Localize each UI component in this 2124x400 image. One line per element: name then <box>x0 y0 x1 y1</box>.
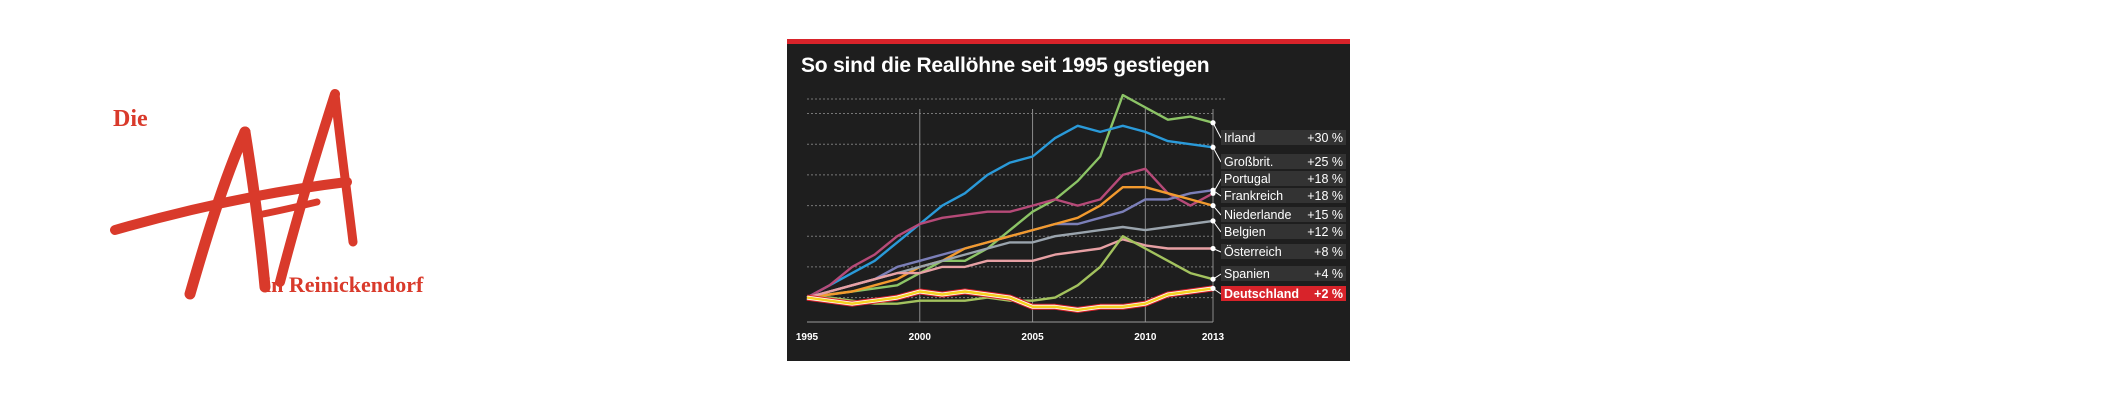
chart-panel: So sind die Reallöhne seit 1995 gestiege… <box>787 39 1350 361</box>
logo-word-die: Die <box>113 106 148 132</box>
legend-label-bg <box>1221 286 1346 301</box>
line-chart: 1995 2000 2005 2010 2013 Irland +30 % Großbrit… <box>796 93 1346 343</box>
legend-label-name: Großbrit. <box>1224 155 1273 169</box>
legend-label-bg <box>1221 224 1346 239</box>
series-lines <box>806 93 1216 313</box>
series-line <box>806 287 1214 312</box>
legend-label-name: Frankreich <box>1224 189 1283 203</box>
chart-title: So sind die Reallöhne seit 1995 gestiege… <box>801 54 1210 77</box>
logo-afa-mark <box>110 89 358 300</box>
legend-leader <box>1212 287 1222 295</box>
legend-leader <box>1212 147 1222 163</box>
grid <box>807 98 1225 323</box>
legend: Irland +30 % Großbrit. +25 % Portugal +18 % Fr… <box>1212 122 1346 301</box>
x-tick-label: 2005 <box>1021 332 1044 343</box>
legend-label-bg <box>1221 154 1346 169</box>
legend-label-value: +4 % <box>1314 267 1343 281</box>
x-tick-label: 2013 <box>1202 332 1225 343</box>
legend-leader <box>1212 122 1222 139</box>
legend-leader <box>1212 205 1222 216</box>
legend-label-value: +12 % <box>1307 225 1343 239</box>
legend-label-name: Belgien <box>1224 225 1266 239</box>
logo-word-place: in Reinickendorf <box>265 272 424 297</box>
legend-label-name: Portugal <box>1224 172 1271 186</box>
legend-label-value: +18 % <box>1307 189 1343 203</box>
legend-label-value: +30 % <box>1307 131 1343 145</box>
legend-label-bg <box>1221 207 1346 222</box>
series-line <box>806 185 1214 299</box>
x-tick-label: 1995 <box>796 332 819 343</box>
series-line <box>806 93 1214 299</box>
legend-leader <box>1212 220 1222 233</box>
legend-label-bg <box>1221 188 1346 203</box>
series-line <box>806 167 1214 299</box>
legend-label-bg <box>1221 244 1346 259</box>
series-line <box>806 124 1214 299</box>
afa-logo: Die in Reinickendorf <box>110 89 424 300</box>
legend-label-bg <box>1221 266 1346 281</box>
legend-label-name: Österreich <box>1224 245 1282 259</box>
x-axis-ticks: 1995 2000 2005 2010 2013 <box>796 332 1225 343</box>
legend-label-bg <box>1221 171 1346 186</box>
legend-leader <box>1212 189 1222 197</box>
legend-label-value: +8 % <box>1314 245 1343 259</box>
legend-leader <box>1212 273 1222 280</box>
series-line <box>806 238 1213 299</box>
legend-label-bg <box>1221 130 1346 145</box>
legend-label-name: Spanien <box>1224 267 1270 281</box>
x-tick-label: 2000 <box>909 332 932 343</box>
legend-label-name: Deutschland <box>1224 287 1299 301</box>
legend-label-value: +25 % <box>1307 155 1343 169</box>
legend-label-name: Niederlande <box>1224 208 1291 222</box>
legend-label-value: +15 % <box>1307 208 1343 222</box>
legend-label-value: +18 % <box>1307 172 1343 186</box>
legend-leader <box>1212 248 1222 253</box>
legend-label-value: +2 % <box>1314 287 1343 301</box>
x-tick-label: 2010 <box>1134 332 1157 343</box>
legend-label-name: Irland <box>1224 131 1255 145</box>
